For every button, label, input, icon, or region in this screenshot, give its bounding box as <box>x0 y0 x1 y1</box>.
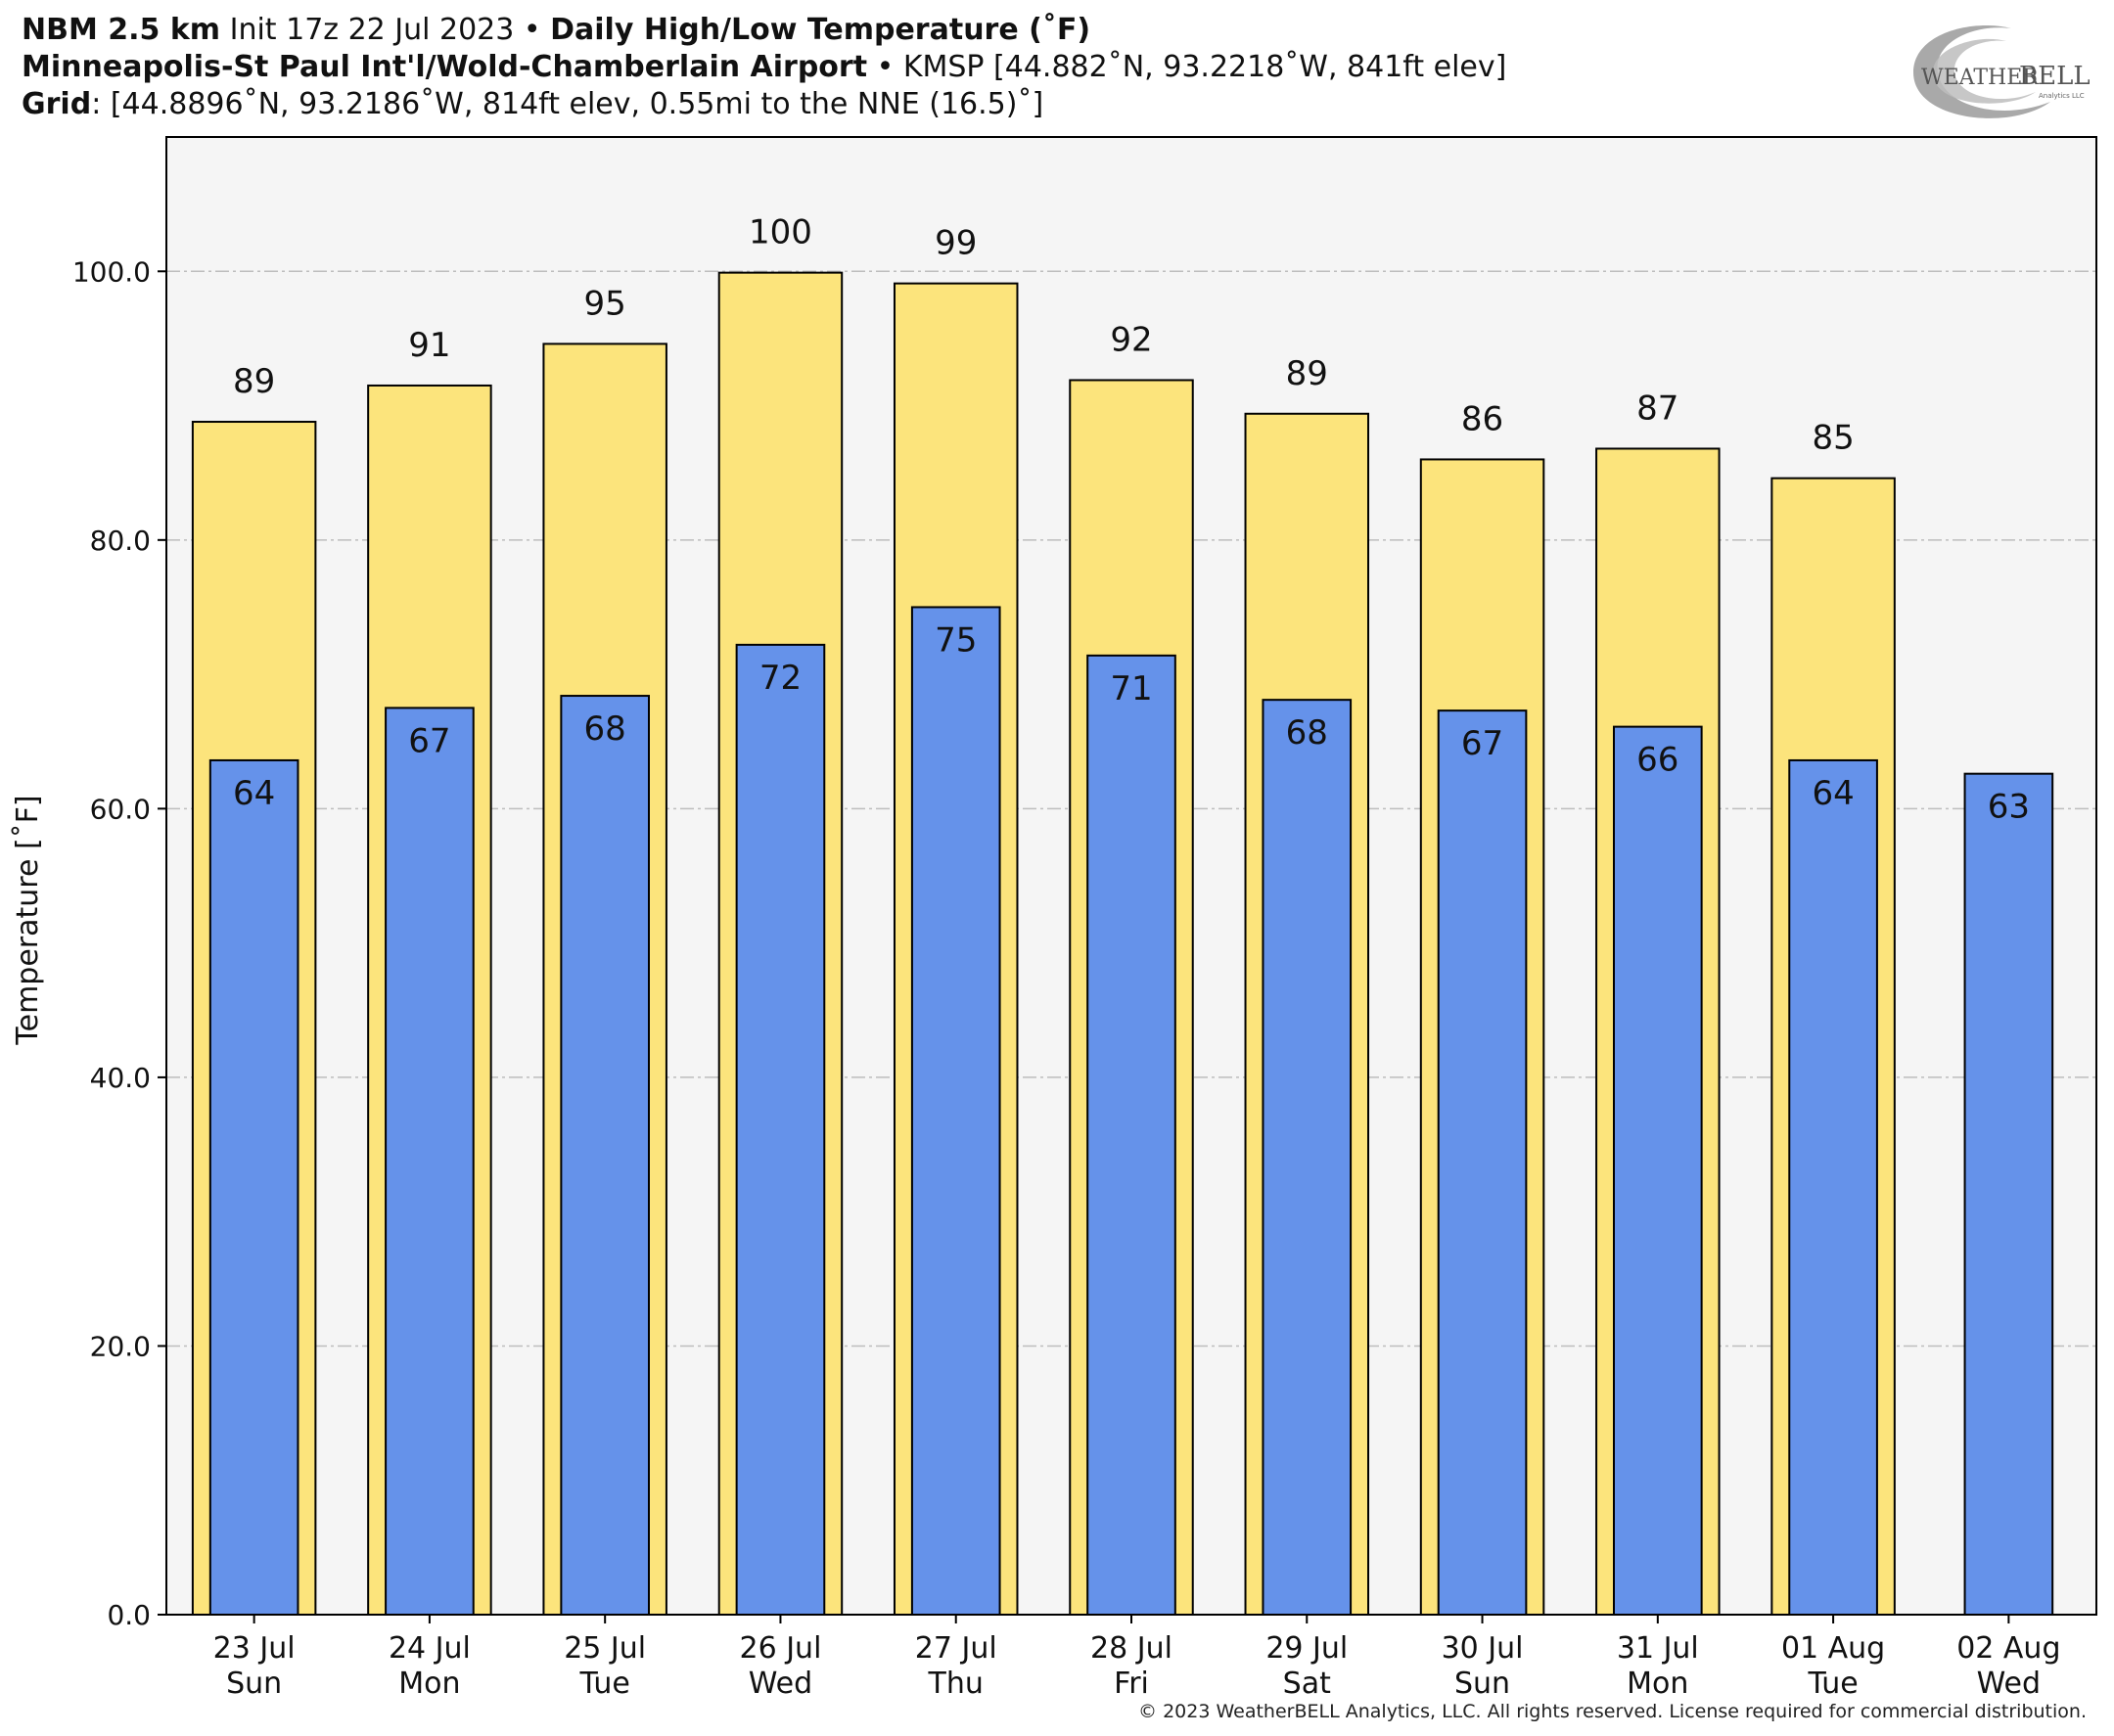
low-value-label: 64 <box>1812 774 1854 813</box>
x-tick-label-date: 02 Aug <box>1956 1631 2060 1666</box>
high-value-label: 86 <box>1461 399 1503 438</box>
x-tick-label-date: 28 Jul <box>1090 1631 1172 1666</box>
high-value-label: 95 <box>584 284 626 323</box>
high-value-label: 92 <box>1110 320 1152 359</box>
high-value-label: 87 <box>1636 388 1678 428</box>
low-value-label: 63 <box>1988 788 2030 827</box>
x-tick-label-day: Mon <box>1627 1667 1688 1701</box>
model-name: NBM 2.5 km <box>22 13 221 47</box>
chart-title-line-3: Grid: [44.8896˚N, 93.2186˚W, 814ft elev,… <box>22 86 1043 123</box>
y-tick-label: 80.0 <box>90 525 151 557</box>
low-bar <box>1963 772 2054 1616</box>
grid-label: Grid <box>22 87 92 121</box>
x-tick-label-date: 24 Jul <box>389 1631 471 1666</box>
chart-title-line-2: Minneapolis-St Paul Int'l/Wold-Chamberla… <box>22 49 1506 86</box>
low-value-label: 67 <box>408 721 450 760</box>
x-tick-label-day: Wed <box>749 1667 812 1701</box>
init-time: Init 17z 22 Jul 2023 • <box>220 13 551 47</box>
low-bar <box>1613 725 1703 1616</box>
x-tick-label-date: 27 Jul <box>915 1631 997 1666</box>
low-value-label: 64 <box>233 774 275 813</box>
x-tick-label-day: Sun <box>1454 1667 1510 1701</box>
x-tick-label-date: 29 Jul <box>1265 1631 1348 1666</box>
low-bar <box>1086 654 1176 1616</box>
low-value-label: 68 <box>1286 713 1328 753</box>
low-bar <box>385 707 475 1616</box>
low-value-label: 68 <box>584 709 626 749</box>
weatherbell-logo: WEATHER BELL Analytics LLC <box>1913 25 2090 118</box>
x-tick-label-day: Thu <box>928 1667 984 1701</box>
high-value-label: 85 <box>1812 419 1854 458</box>
low-bar <box>560 695 651 1616</box>
x-tick-label-day: Sun <box>226 1667 282 1701</box>
grid-info: : [44.8896˚N, 93.2186˚W, 814ft elev, 0.5… <box>91 87 1044 121</box>
y-tick-label: 20.0 <box>90 1330 151 1362</box>
high-value-label: 91 <box>408 326 450 365</box>
low-value-label: 71 <box>1110 669 1152 708</box>
x-tick-label-day: Mon <box>398 1667 460 1701</box>
x-tick-label-date: 23 Jul <box>213 1631 296 1666</box>
y-tick-label: 60.0 <box>90 793 151 825</box>
y-tick-label: 0.0 <box>107 1599 151 1631</box>
station-name: Minneapolis-St Paul Int'l/Wold-Chamberla… <box>22 50 868 84</box>
low-bar <box>1437 709 1528 1616</box>
x-tick-label-day: Wed <box>1977 1667 2041 1701</box>
high-value-label: 89 <box>1286 354 1328 393</box>
station-info: • KMSP [44.882˚N, 93.2218˚W, 841ft elev] <box>867 50 1507 84</box>
low-value-label: 75 <box>935 620 977 660</box>
y-tick-label: 40.0 <box>90 1062 151 1094</box>
x-tick-label-date: 25 Jul <box>564 1631 646 1666</box>
low-value-label: 72 <box>759 659 802 698</box>
x-tick-label-day: Tue <box>579 1667 630 1701</box>
x-tick-label-day: Sat <box>1283 1667 1331 1701</box>
svg-text:WEATHER: WEATHER <box>1921 66 2040 90</box>
low-bar <box>1788 758 1878 1616</box>
copyright-notice: © 2023 WeatherBELL Analytics, LLC. All r… <box>1138 1701 2087 1722</box>
x-tick-label-date: 01 Aug <box>1781 1631 1885 1666</box>
y-axis-label: Temperature [˚F] <box>11 795 45 1045</box>
low-bar <box>1262 699 1353 1616</box>
low-bar <box>735 643 826 1616</box>
high-value-label: 100 <box>749 213 812 252</box>
svg-text:BELL: BELL <box>2019 62 2090 91</box>
low-bar <box>208 758 299 1616</box>
high-value-label: 99 <box>935 224 977 263</box>
y-tick-label: 100.0 <box>72 255 151 288</box>
x-tick-label-date: 31 Jul <box>1617 1631 1699 1666</box>
svg-text:Analytics LLC: Analytics LLC <box>2039 92 2085 100</box>
x-tick-label-date: 26 Jul <box>740 1631 822 1666</box>
chart-title-line-1: NBM 2.5 km Init 17z 22 Jul 2023 • Daily … <box>22 12 1090 49</box>
x-tick-label-day: Fri <box>1114 1667 1149 1701</box>
low-value-label: 66 <box>1636 741 1678 780</box>
x-tick-label-day: Tue <box>1807 1667 1858 1701</box>
product-name: Daily High/Low Temperature (˚F) <box>550 13 1091 47</box>
low-value-label: 67 <box>1461 724 1503 763</box>
low-series: 64 67 68 72 75 71 68 67 66 64 63 <box>208 606 2054 1616</box>
x-tick-label-date: 30 Jul <box>1442 1631 1524 1666</box>
low-bar <box>910 606 1001 1616</box>
high-value-label: 89 <box>233 362 275 401</box>
